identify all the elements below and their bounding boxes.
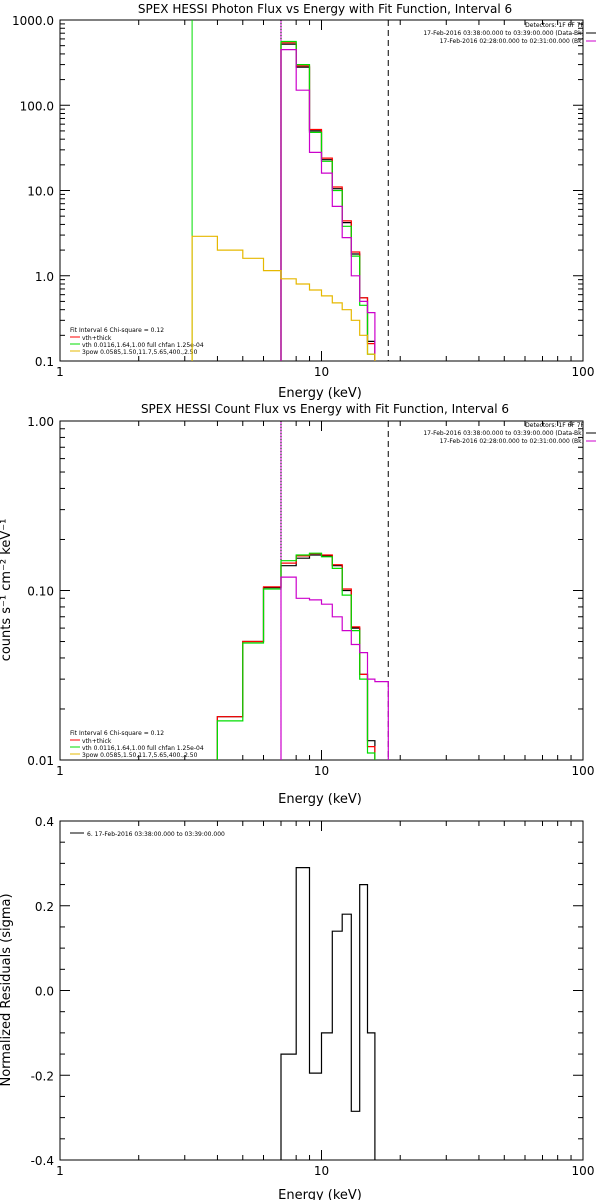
residuals-xlabel: Energy (keV): [278, 1188, 362, 1200]
photon-flux-panel: SPEX HESSI Photon Flux vs Energy with Fi…: [12, 2, 596, 401]
series-magenta-line: [280, 576, 389, 760]
plot-frame: [59, 420, 584, 761]
residuals-panel: Energy (keV) Normalized Residuals (sigma…: [0, 815, 594, 1200]
x-tick-label: 100: [572, 1164, 595, 1178]
count-flux-title: SPEX HESSI Count Flux vs Energy with Fit…: [141, 402, 509, 416]
bk-time-label: 17-Feb-2016 02:28:00.000 to 02:31:00.000…: [440, 438, 584, 445]
legend-entry-3pow: 3pow 0.0585,1.50,11.7,5.65,400.,2.50: [82, 752, 198, 759]
residuals-legend: 6. 17-Feb-2016 03:38:00.000 to 03:39:00.…: [87, 831, 225, 838]
legend-entry-vth: vth 0.0116,1.64,1.00 full chfan 1.25e-04: [82, 745, 204, 752]
count-flux-xlabel: Energy (keV): [278, 792, 362, 807]
series-yellow-line: [191, 235, 376, 361]
x-tick-label: 10: [314, 365, 329, 379]
y-tick-label: 0.01: [27, 754, 54, 768]
series-red-line: [280, 42, 376, 361]
legend-entry-vth: vth 0.0116,1.64,1.00 full chfan 1.25e-04: [82, 342, 204, 349]
y-tick-label: 1000.0: [12, 14, 54, 28]
x-tick-label: 1: [56, 764, 64, 778]
x-tick-label: 100: [572, 365, 595, 379]
x-tick-label: 1: [56, 365, 64, 379]
fit-interval-label: Fit Interval 6 Chi-square = 0.12: [70, 327, 164, 334]
data-time-label: 17-Feb-2016 03:38:00.000 to 03:39:00.000…: [423, 430, 584, 437]
count-flux-legend: Fit Interval 6 Chi-square = 0.12 vth+thi…: [70, 730, 204, 759]
x-tick-label: 10: [314, 1164, 329, 1178]
legend-entry-vth-thick: vth+thick: [82, 335, 112, 342]
count-flux-panel: SPEX HESSI Count Flux vs Energy with Fit…: [0, 402, 596, 807]
x-tick-label: 100: [572, 764, 595, 778]
series-green-line: [216, 552, 376, 760]
y-tick-label: 0.1: [35, 355, 54, 369]
photon-flux-xlabel: Energy (keV): [278, 386, 362, 401]
photon-flux-legend: Fit Interval 6 Chi-square = 0.12 vth+thi…: [70, 327, 204, 356]
detectors-label: Detectors: 1F 6F 7F: [525, 22, 584, 29]
series-magenta-line: [280, 49, 376, 361]
y-tick-label: 0.0: [35, 985, 54, 999]
legend-entry-interval: 6. 17-Feb-2016 03:38:00.000 to 03:39:00.…: [87, 831, 225, 838]
y-tick-label: -0.2: [31, 1069, 54, 1083]
y-tick-label: 1.00: [27, 415, 54, 429]
x-tick-label: 10: [314, 764, 329, 778]
legend-entry-3pow: 3pow 0.0585,1.50,11.7,5.65,400.,2.50: [82, 349, 198, 356]
fit-interval-label: Fit Interval 6 Chi-square = 0.12: [70, 730, 164, 737]
y-tick-label: 0.2: [35, 900, 54, 914]
series-green-line: [280, 40, 376, 361]
x-tick-label: 1: [56, 1164, 64, 1178]
plot-frame: [59, 820, 584, 1161]
photon-flux-title: SPEX HESSI Photon Flux vs Energy with Fi…: [138, 2, 512, 16]
residuals-ylabel: Normalized Residuals (sigma): [0, 893, 14, 1086]
count-flux-header: Detectors: 1F 6F 7F 17-Feb-2016 03:38:00…: [423, 422, 584, 445]
count-flux-ylabel: counts s⁻¹ cm⁻² keV⁻¹: [0, 519, 14, 662]
y-tick-label: 0.10: [27, 585, 54, 599]
bk-time-label: 17-Feb-2016 02:28:00.000 to 02:31:00.000…: [440, 38, 584, 45]
series-black-line: [280, 43, 376, 361]
y-tick-label: 100.0: [20, 99, 54, 113]
y-tick-label: -0.4: [31, 1154, 54, 1168]
photon-flux-header: Detectors: 1F 6F 7F 17-Feb-2016 03:38:00…: [423, 22, 584, 45]
plot-frame: [59, 19, 584, 362]
y-tick-label: 0.4: [35, 815, 54, 829]
legend-entry-vth-thick: vth+thick: [82, 738, 112, 745]
data-time-label: 17-Feb-2016 03:38:00.000 to 03:39:00.000…: [423, 30, 584, 37]
series-black-line: [280, 867, 376, 1160]
y-tick-label: 1.0: [35, 270, 54, 284]
y-tick-label: 10.0: [27, 185, 54, 199]
detectors-label: Detectors: 1F 6F 7F: [525, 422, 584, 429]
